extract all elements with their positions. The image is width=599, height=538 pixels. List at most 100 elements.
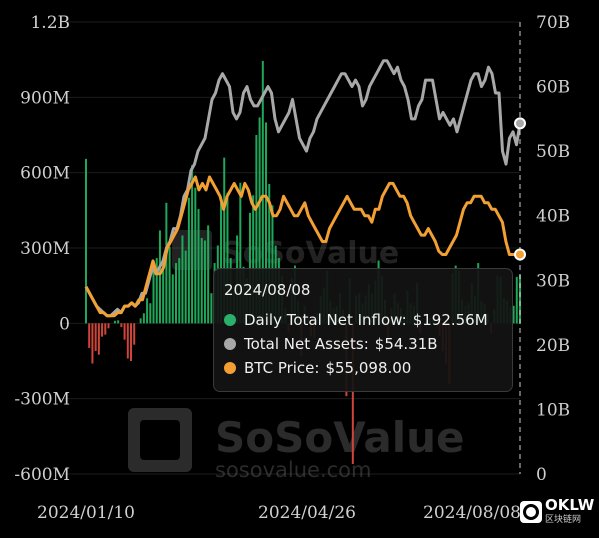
inflow-bar-positive xyxy=(117,320,120,324)
inflow-bar-positive xyxy=(181,235,184,324)
inflow-bar-positive xyxy=(85,158,87,324)
inflow-bar-positive xyxy=(155,258,158,324)
inflow-bar-positive xyxy=(226,192,229,324)
inflow-bar-positive xyxy=(162,263,165,324)
inflow-bar-negative xyxy=(91,323,94,364)
inflow-bar-negative xyxy=(97,323,100,355)
y-right-tick-label: 70B xyxy=(536,13,570,33)
inflow-bar-positive xyxy=(255,135,258,324)
price-cursor-point xyxy=(514,248,526,261)
inflow-bar-positive xyxy=(152,263,155,324)
inflow-bar-positive xyxy=(158,230,161,324)
inflow-bar-negative xyxy=(351,323,354,464)
y-right-tick-label: 20B xyxy=(536,336,570,356)
inflow-bar-positive xyxy=(258,117,261,324)
inflow-bar-negative xyxy=(107,323,110,329)
inflow-bar-positive xyxy=(261,60,264,324)
inflow-bar-positive xyxy=(113,320,116,324)
x-tick-label: 2024/01/10 xyxy=(37,503,135,523)
inflow-bar-positive xyxy=(139,318,142,324)
inflow-bar-negative xyxy=(123,323,126,340)
watermark-logo-large: SoSoValue sosovalue.com xyxy=(128,408,465,482)
y-right-tick-label: 50B xyxy=(536,142,570,162)
inflow-bar-positive xyxy=(146,298,149,324)
btc-price-line xyxy=(84,175,520,318)
inflow-bar-positive xyxy=(165,202,168,324)
tooltip-row-inflow: Daily Total Net Inflow: $192.56M xyxy=(224,308,502,332)
inflow-bar-positive xyxy=(268,183,271,324)
tooltip: 2024/08/08 Daily Total Net Inflow: $192.… xyxy=(213,268,513,392)
tooltip-value: $55,098.00 xyxy=(325,359,412,377)
price-dot-icon xyxy=(224,362,236,374)
x-axis: 2024/01/10 2024/04/26 2024/08/08 xyxy=(37,503,521,523)
watermark-logo-small: SoSoValue xyxy=(172,230,399,271)
series-lines xyxy=(84,59,522,318)
tooltip-label: BTC Price: xyxy=(244,359,320,377)
inflow-bar-positive xyxy=(187,197,190,324)
inflow-bar-positive xyxy=(200,237,203,324)
inflow-bar-positive xyxy=(220,202,223,324)
watermark-brand-large: SoSoValue xyxy=(215,413,465,462)
y-left-tick-label: -600M xyxy=(14,465,70,485)
inflow-bar-positive xyxy=(142,313,145,324)
inflow-bar-negative xyxy=(130,323,133,361)
inflow-bar-positive xyxy=(178,258,181,324)
badge-name: OKLW xyxy=(545,496,595,514)
oklw-badge: OKLW 区块链网 xyxy=(520,498,594,525)
inflow-bar-positive xyxy=(512,305,515,324)
inflow-bar-positive xyxy=(515,276,518,324)
inflow-bar-positive xyxy=(191,165,194,324)
y-right-tick-label: 40B xyxy=(536,207,570,227)
inflow-bar-negative xyxy=(94,323,97,351)
tooltip-row-price: BTC Price: $55,098.00 xyxy=(224,356,502,380)
inflow-bar-negative xyxy=(120,323,123,328)
inflow-bar-positive xyxy=(210,293,213,324)
left-axis: 1.2B 900M 600M 300M 0 -300M -600M xyxy=(14,13,70,485)
assets-dot-icon xyxy=(224,338,236,350)
inflow-bar-positive xyxy=(223,157,226,324)
inflow-bar-positive xyxy=(168,246,171,324)
y-left-tick-label: 300M xyxy=(20,239,70,259)
inflow-bar-positive xyxy=(239,182,242,324)
inflow-bar-positive xyxy=(171,274,174,324)
badge-sub: 区块链网 xyxy=(545,515,582,525)
inflow-bar-negative xyxy=(88,323,91,348)
inflow-bar-negative xyxy=(126,323,129,359)
inflow-bar-positive xyxy=(207,225,210,324)
inflow-bar-positive xyxy=(271,205,274,324)
y-left-tick-label: 0 xyxy=(59,314,70,334)
right-axis: 70B 60B 50B 40B 30B 20B 10B 0 xyxy=(536,13,570,485)
tooltip-row-assets: Total Net Assets: $54.31B xyxy=(224,332,502,356)
inflow-dot-icon xyxy=(224,314,236,326)
inflow-bar-positive xyxy=(252,195,255,324)
inflow-bar-positive xyxy=(197,209,200,324)
inflow-bar-positive xyxy=(175,263,178,324)
x-tick-label: 2024/04/26 xyxy=(258,503,356,523)
inflow-bar-positive xyxy=(194,187,197,324)
watermark: SoSoValue SoSoValue sosovalue.com xyxy=(128,230,465,482)
tooltip-label: Daily Total Net Inflow: xyxy=(244,311,407,329)
y-right-tick-label: 30B xyxy=(536,271,570,291)
inflow-bar-positive xyxy=(184,250,187,324)
inflow-bar-positive xyxy=(265,122,268,324)
assets-cursor-point xyxy=(514,117,526,130)
inflow-bar-negative xyxy=(133,323,136,345)
y-left-tick-label: 900M xyxy=(20,88,70,108)
y-left-tick-label: -300M xyxy=(14,390,70,410)
cursor-markers xyxy=(514,117,526,261)
y-left-tick-label: 1.2B xyxy=(30,13,70,33)
inflow-bar-positive xyxy=(519,274,521,324)
y-right-tick-label: 60B xyxy=(536,78,570,98)
tooltip-value: $54.31B xyxy=(374,335,438,353)
tooltip-value: $192.56M xyxy=(412,311,488,329)
y-right-tick-label: 10B xyxy=(536,400,570,420)
watermark-url: sosovalue.com xyxy=(215,458,371,482)
inflow-bar-negative xyxy=(101,323,104,337)
inflow-bar-negative xyxy=(104,323,107,335)
x-tick-label: 2024/08/08 xyxy=(423,503,521,523)
watermark-brand-small: SoSoValue xyxy=(221,236,399,271)
y-left-tick-label: 600M xyxy=(20,164,70,184)
y-right-tick-label: 0 xyxy=(536,465,547,485)
tooltip-label: Total Net Assets: xyxy=(244,335,369,353)
